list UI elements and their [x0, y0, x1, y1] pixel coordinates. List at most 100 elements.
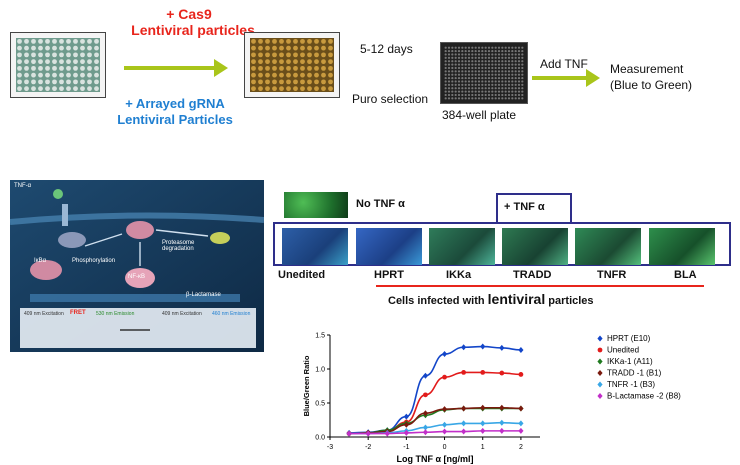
well — [314, 45, 319, 51]
well — [521, 87, 524, 90]
well — [307, 65, 312, 71]
y-tick-label: 1.5 — [315, 333, 325, 340]
well — [251, 45, 256, 51]
well — [457, 49, 461, 53]
well — [491, 90, 494, 93]
well — [461, 66, 464, 70]
well — [494, 46, 497, 49]
well — [467, 66, 471, 70]
well — [457, 60, 461, 63]
well — [59, 65, 64, 71]
well — [467, 56, 471, 59]
well — [52, 72, 57, 78]
well — [487, 56, 491, 59]
well — [521, 90, 524, 93]
well — [511, 80, 514, 83]
plus-tnf-label: + TNF α — [504, 201, 545, 213]
well — [474, 63, 477, 66]
phospho-ikb-icon — [126, 221, 154, 239]
well — [517, 80, 521, 83]
well — [477, 80, 481, 83]
x-tick-label: -3 — [327, 444, 333, 451]
well — [507, 87, 511, 90]
well — [447, 60, 451, 63]
well — [504, 60, 507, 63]
well — [491, 80, 494, 83]
infection-caption: Cells infected with lentiviral particles — [388, 291, 594, 307]
data-point — [461, 344, 467, 351]
well — [272, 72, 277, 78]
well — [477, 46, 481, 49]
well — [17, 52, 22, 58]
well — [504, 49, 507, 53]
well — [494, 66, 497, 70]
well — [457, 63, 461, 66]
well — [504, 70, 507, 73]
well — [258, 45, 263, 51]
data-point — [442, 374, 447, 380]
well — [501, 80, 504, 83]
well — [491, 76, 494, 80]
well — [279, 38, 284, 44]
well — [66, 65, 71, 71]
data-point — [518, 427, 524, 434]
well — [481, 60, 484, 63]
well — [477, 56, 481, 59]
blue-to-green-label: (Blue to Green) — [610, 78, 693, 92]
well — [477, 63, 481, 66]
well — [471, 63, 474, 66]
well — [38, 79, 43, 85]
series-line — [349, 371, 521, 435]
well — [487, 90, 491, 93]
data-point — [518, 420, 524, 427]
well — [451, 87, 454, 90]
well — [471, 53, 474, 56]
caption-prefix: Cells infected with — [388, 295, 488, 307]
well — [494, 80, 497, 83]
well — [481, 53, 484, 56]
well — [314, 65, 319, 71]
well — [279, 72, 284, 78]
y-tick-label: 0.0 — [315, 435, 325, 442]
well — [457, 76, 461, 80]
well — [487, 87, 491, 90]
tnf-label: TNF-α — [14, 183, 32, 189]
y-axis-label: Blue/Green Ratio — [302, 355, 311, 416]
well — [517, 93, 521, 97]
well — [31, 38, 36, 44]
well — [464, 80, 467, 83]
well — [521, 46, 524, 49]
well — [66, 86, 71, 92]
well — [31, 59, 36, 65]
well — [501, 93, 504, 97]
well — [477, 76, 481, 80]
well — [507, 66, 511, 70]
well — [497, 73, 501, 76]
well — [454, 83, 457, 86]
well — [293, 72, 298, 78]
well — [474, 60, 477, 63]
well — [272, 65, 277, 71]
well — [517, 70, 521, 73]
well — [328, 52, 333, 58]
well — [501, 76, 504, 80]
well — [487, 53, 491, 56]
well — [474, 83, 477, 86]
well — [73, 45, 78, 51]
well — [38, 45, 43, 51]
well — [451, 93, 454, 97]
well — [521, 73, 524, 76]
well — [464, 53, 467, 56]
well — [258, 59, 263, 65]
tnf-ligand-icon — [53, 189, 63, 199]
well — [38, 72, 43, 78]
well — [265, 79, 270, 85]
well — [471, 80, 474, 83]
well — [321, 52, 326, 58]
well — [481, 90, 484, 93]
well — [511, 76, 514, 80]
well — [464, 63, 467, 66]
well — [73, 59, 78, 65]
well — [457, 70, 461, 73]
well — [507, 46, 511, 49]
